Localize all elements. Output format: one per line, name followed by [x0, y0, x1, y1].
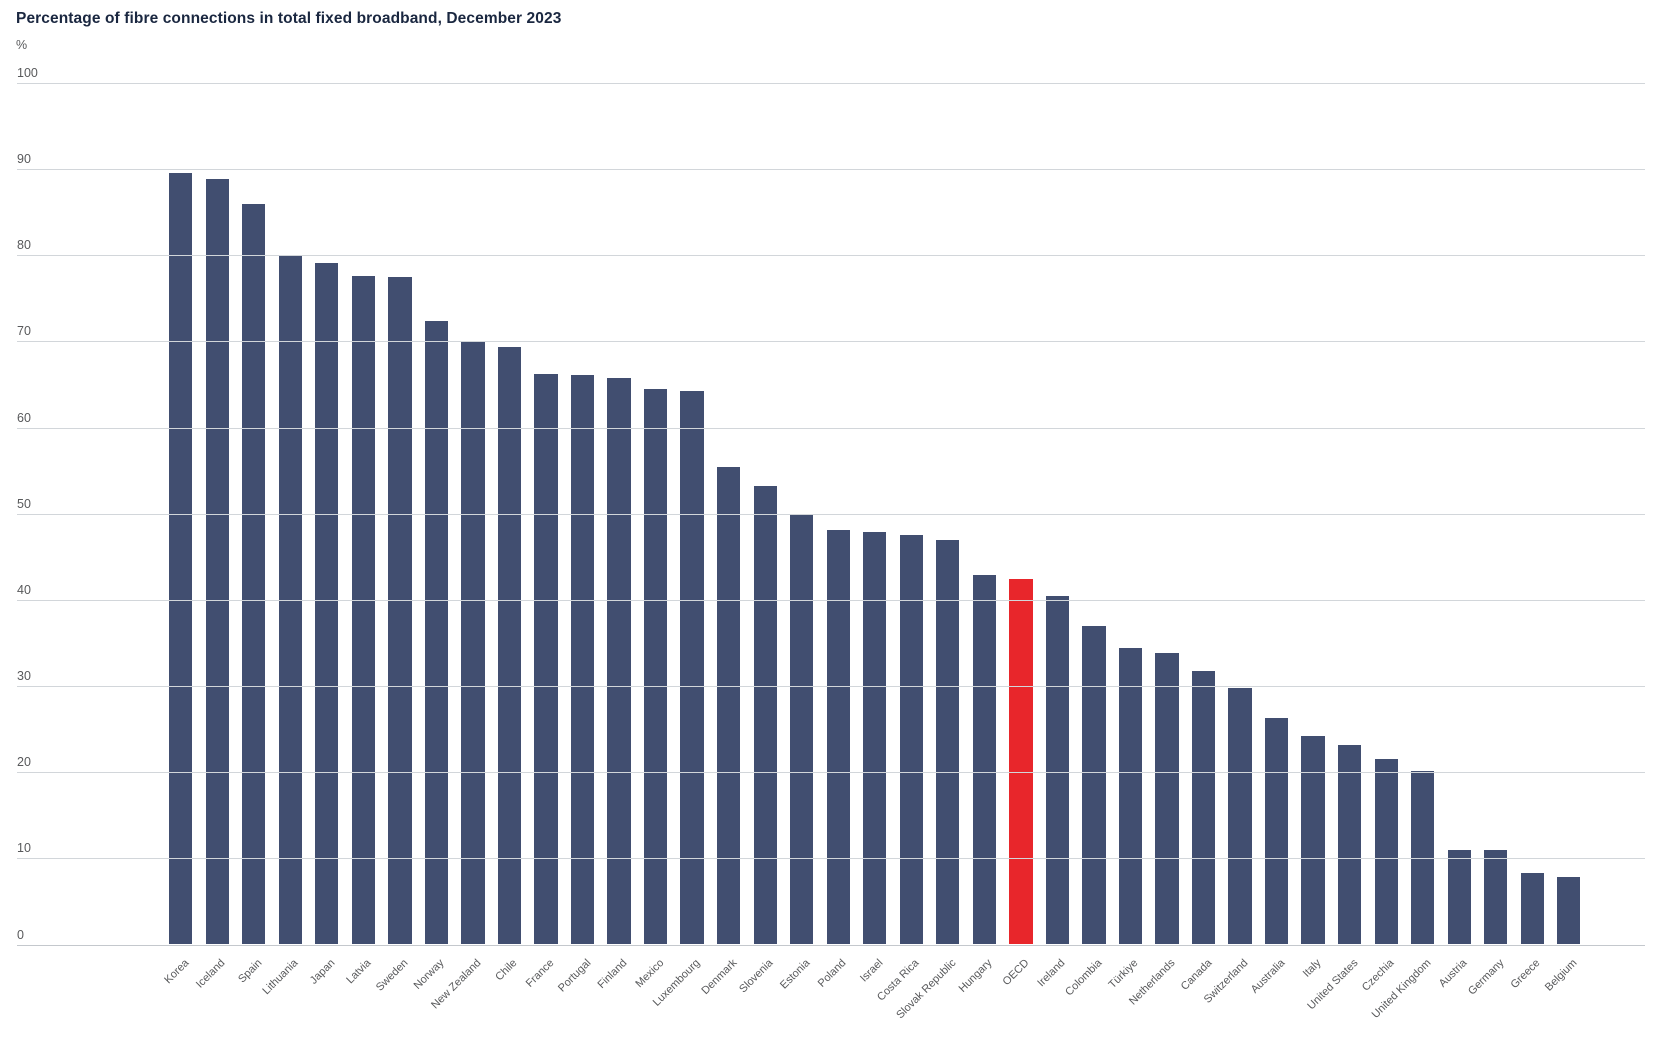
gridline-100 [17, 83, 1645, 84]
chart-title: Percentage of fibre connections in total… [16, 10, 562, 27]
bar-japan [315, 263, 339, 945]
y-tick-label-20: 20 [17, 755, 31, 770]
bar-germany [1484, 849, 1508, 945]
y-tick-label-40: 40 [17, 582, 31, 597]
bar-finland [607, 378, 631, 945]
bar-france [534, 374, 558, 945]
gridline-90 [17, 169, 1645, 171]
y-tick-label-80: 80 [17, 238, 31, 253]
gridline-0 [17, 944, 1645, 946]
bar-denmark [717, 467, 741, 945]
bar-united-states [1338, 745, 1362, 945]
bar-greece [1520, 872, 1544, 945]
bar-mexico [643, 388, 668, 945]
y-axis-unit-label: % [16, 38, 28, 52]
bar-netherlands [1155, 653, 1179, 945]
y-tick-label-50: 50 [17, 496, 31, 511]
bar-iceland [205, 179, 229, 945]
bar-t-rkiye [1118, 648, 1143, 945]
gridline-50 [17, 513, 1645, 515]
bar-oecd [1009, 579, 1033, 945]
bar-new-zealand [461, 341, 485, 945]
gridline-10 [17, 858, 1645, 860]
bar-switzerland [1228, 687, 1252, 945]
gridline-40 [17, 599, 1645, 601]
bar-italy [1301, 736, 1325, 945]
gridline-30 [17, 686, 1645, 688]
bar-united-kingdom [1411, 771, 1435, 945]
y-tick-label-90: 90 [17, 152, 31, 167]
bar-estonia [790, 514, 814, 945]
y-tick-label-70: 70 [17, 324, 31, 339]
bar-colombia [1082, 625, 1106, 945]
y-tick-label-10: 10 [17, 841, 31, 856]
bar-costa-rica [899, 535, 923, 945]
y-tick-label-100: 100 [17, 66, 38, 80]
y-tick-label-60: 60 [17, 410, 31, 425]
bar-czechia [1374, 759, 1398, 945]
y-tick-label-30: 30 [17, 669, 31, 684]
bar-ireland [1045, 596, 1070, 945]
gridline-20 [17, 772, 1645, 774]
bar-austria [1447, 849, 1471, 945]
bar-sweden [388, 276, 412, 945]
bar-luxembourg [680, 391, 704, 945]
bar-portugal [570, 375, 595, 945]
bar-slovak-republic [936, 539, 960, 945]
bar-norway [424, 320, 449, 945]
bar-korea [169, 172, 193, 945]
bar-australia [1264, 717, 1289, 945]
bar-belgium [1557, 877, 1581, 945]
bar-hungary [972, 574, 996, 945]
bar-canada [1191, 671, 1216, 945]
x-tick-label-korea: Korea [161, 957, 192, 987]
y-tick-label-0: 0 [17, 927, 24, 942]
gridline-80 [17, 255, 1645, 257]
gridline-70 [17, 341, 1645, 343]
bar-slovenia [753, 486, 777, 945]
bar-chile [497, 347, 522, 945]
bar-latvia [351, 275, 375, 945]
bar-poland [826, 530, 850, 945]
bar-spain [242, 204, 266, 945]
bar-israel [863, 531, 887, 945]
gridline-60 [17, 427, 1645, 429]
